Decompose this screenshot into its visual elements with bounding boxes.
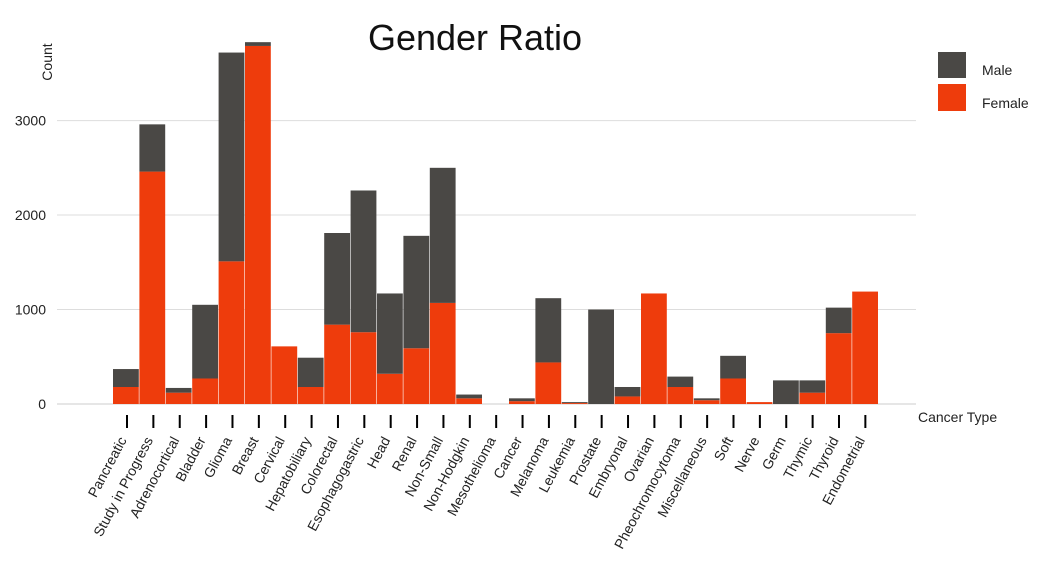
bar-female xyxy=(245,45,271,405)
bar-male xyxy=(297,357,324,387)
bar-female xyxy=(297,386,324,404)
bar-male xyxy=(588,309,614,404)
bar-male xyxy=(192,304,218,379)
bar-female xyxy=(852,291,878,404)
legend: Male Female xyxy=(938,52,1029,111)
bar-female xyxy=(825,333,852,404)
bar-male xyxy=(456,394,482,399)
bar-female xyxy=(799,392,826,404)
bar-male xyxy=(614,386,641,397)
bar-male xyxy=(403,235,430,349)
bar-male xyxy=(429,167,456,303)
bar-female xyxy=(350,332,377,404)
x-tick-label: Nerve xyxy=(731,434,763,475)
bar-male xyxy=(377,293,403,374)
bar-female xyxy=(113,386,139,404)
legend-swatch-female xyxy=(938,84,966,111)
bar-male xyxy=(350,190,377,333)
bar-female xyxy=(509,401,535,404)
bar-male xyxy=(139,124,166,172)
bar-female xyxy=(165,392,192,404)
bar-male xyxy=(693,398,720,401)
chart-title: Gender Ratio xyxy=(368,17,582,58)
bar-male xyxy=(773,380,799,404)
bar-male xyxy=(165,387,192,393)
bar-female xyxy=(377,373,403,404)
bar-female xyxy=(693,400,720,404)
gridlines xyxy=(57,120,916,405)
bar-male xyxy=(324,233,350,325)
y-axis-ticks: 0 1000 2000 3000 xyxy=(15,113,46,412)
bar-male xyxy=(509,398,535,402)
bar-male xyxy=(799,380,826,393)
bar-female xyxy=(614,396,641,404)
bar-female xyxy=(324,324,350,404)
y-tick-label: 2000 xyxy=(15,207,46,223)
bar-male xyxy=(825,307,852,334)
y-tick-label: 1000 xyxy=(15,302,46,318)
bar-female xyxy=(271,346,298,404)
bar-female xyxy=(429,302,456,404)
bar-female xyxy=(403,348,430,404)
bar-male xyxy=(113,369,139,387)
bar-female xyxy=(535,362,562,404)
bar-female xyxy=(218,261,245,404)
x-axis-label: Cancer Type xyxy=(918,409,997,425)
bar-female xyxy=(667,386,694,404)
bar-male xyxy=(667,376,694,387)
bar-female xyxy=(456,398,482,404)
bar-male xyxy=(535,298,562,363)
bar-female xyxy=(641,293,667,404)
y-axis-label: Count xyxy=(39,43,55,80)
legend-label-male: Male xyxy=(982,62,1013,78)
bar-male xyxy=(561,402,588,404)
bar-male xyxy=(218,52,245,262)
legend-label-female: Female xyxy=(982,95,1029,111)
bar-female xyxy=(561,403,588,404)
x-tick-label: Soft xyxy=(710,434,736,464)
bar-female xyxy=(139,171,166,404)
bar-female xyxy=(746,402,773,404)
bar-female xyxy=(720,378,746,404)
bar-male xyxy=(245,42,271,46)
y-tick-label: 3000 xyxy=(15,113,46,129)
legend-swatch-male xyxy=(938,52,966,78)
bars xyxy=(113,42,878,405)
bar-female xyxy=(192,378,218,404)
y-tick-label: 0 xyxy=(38,396,46,412)
bar-male xyxy=(720,355,746,379)
